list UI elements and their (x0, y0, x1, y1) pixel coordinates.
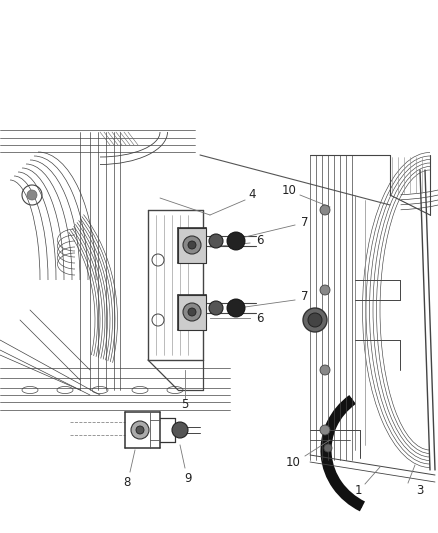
Circle shape (320, 365, 330, 375)
Circle shape (172, 422, 188, 438)
Circle shape (303, 308, 327, 332)
Text: 6: 6 (256, 233, 264, 246)
Circle shape (320, 285, 330, 295)
Circle shape (188, 241, 196, 249)
Circle shape (27, 190, 37, 200)
Circle shape (227, 299, 245, 317)
Circle shape (320, 425, 330, 435)
Circle shape (320, 205, 330, 215)
Text: 7: 7 (301, 290, 309, 303)
Text: 7: 7 (301, 215, 309, 229)
Circle shape (209, 234, 223, 248)
Circle shape (308, 313, 322, 327)
Text: 9: 9 (184, 472, 192, 484)
Circle shape (209, 301, 223, 315)
Circle shape (183, 303, 201, 321)
Circle shape (136, 426, 144, 434)
Text: 4: 4 (248, 189, 256, 201)
Text: 10: 10 (282, 183, 297, 197)
Circle shape (227, 232, 245, 250)
Circle shape (324, 444, 332, 452)
Text: 6: 6 (256, 311, 264, 325)
Polygon shape (178, 295, 206, 330)
Circle shape (183, 236, 201, 254)
Text: 3: 3 (416, 483, 424, 497)
Text: 10: 10 (286, 456, 300, 469)
Circle shape (131, 421, 149, 439)
Text: 5: 5 (181, 399, 189, 411)
Text: 8: 8 (124, 475, 131, 489)
Polygon shape (178, 228, 206, 263)
Circle shape (188, 308, 196, 316)
Text: 1: 1 (354, 483, 362, 497)
